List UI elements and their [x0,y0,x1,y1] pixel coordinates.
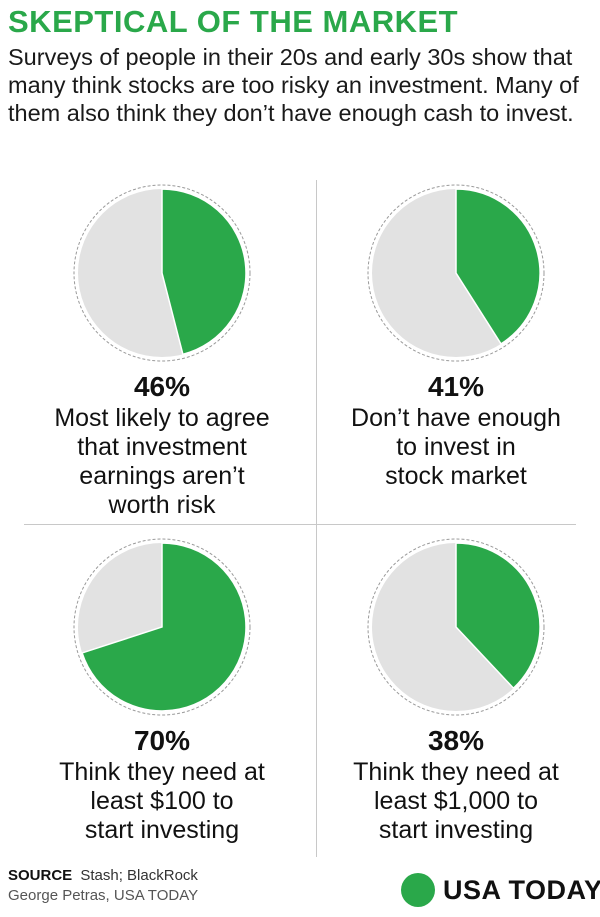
source-line: SOURCE Stash; BlackRock [8,866,198,886]
logo-dot-icon [401,873,435,907]
chart-title: SKEPTICAL OF THE MARKET [8,4,459,39]
pie-slice-highlight [455,542,541,690]
description-line: Think they need at [353,758,559,786]
vertical-divider [316,180,317,857]
pie-percent-label: 46% [133,371,191,402]
pie-dashed-outline [367,184,545,362]
pie-panel-1: 46% Most likely to agree that investment… [24,182,300,520]
chart-subtitle: Surveys of people in their 20s and early… [8,44,579,126]
pie-chart-3 [73,538,251,716]
pie-dashed-outline [367,538,545,716]
pie-percent-label: 70% [133,725,191,756]
description-line: least $100 to [90,787,234,815]
pie-slice-highlight [161,188,247,356]
source-text: Stash; BlackRock [80,867,198,884]
pie-chart-4 [367,538,545,716]
pie-panel-2: 41% Don’t have enough to invest in stock… [318,182,594,491]
pie-panel-3: 70% Think they need at least $100 to sta… [24,536,300,845]
description-line: earnings aren’t [79,462,245,490]
pie-description: Think they need at least $1,000 to start… [318,758,594,845]
description-line: Don’t have enough [351,404,561,432]
horizontal-divider [24,524,576,525]
pie-chart-2 [367,184,545,362]
pie-dashed-outline [73,184,251,362]
description-line: to invest in [396,433,516,461]
pie-percent-label: 41% [427,371,485,402]
pie-description: Most likely to agree that investment ear… [24,404,300,520]
pie-dashed-outline [73,538,251,716]
description-line: least $1,000 to [373,787,538,815]
description-line: worth risk [108,491,216,519]
pie-percent-label: 38% [427,725,485,756]
usa-today-logo: USA TODAY [401,872,600,908]
pie-slice-highlight [81,542,247,712]
logo-text: USA TODAY [443,874,600,905]
pie-panel-4: 38% Think they need at least $1,000 to s… [318,536,594,845]
description-line: start investing [84,816,240,844]
description-line: start investing [378,816,534,844]
description-line: that investment [77,433,247,461]
pie-slice-highlight [455,188,541,345]
pie-description: Think they need at least $100 to start i… [24,758,300,845]
description-line: Think they need at [59,758,265,786]
description-line: Most likely to agree [54,404,270,432]
description-line: stock market [385,462,527,490]
source-label: SOURCE [8,867,73,884]
pie-description: Don’t have enough to invest in stock mar… [318,404,594,491]
credit-line: George Petras, USA TODAY [8,887,199,904]
pie-chart-1 [73,184,251,362]
